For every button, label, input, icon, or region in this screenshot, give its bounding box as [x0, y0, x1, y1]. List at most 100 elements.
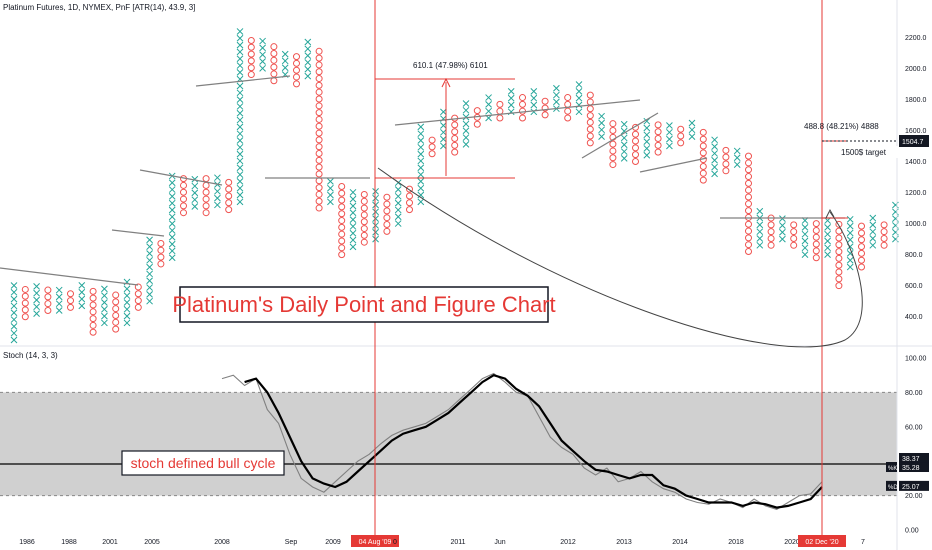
k-value-tag-key: %K	[888, 466, 897, 472]
o-mark	[880, 228, 888, 236]
pnf-column	[643, 117, 651, 159]
time-tick-label: 2005	[144, 539, 160, 546]
x-mark	[824, 237, 831, 245]
x-mark	[372, 228, 379, 236]
o-mark	[564, 100, 572, 108]
x-mark	[304, 72, 312, 80]
x-mark	[10, 309, 18, 317]
x-mark	[33, 296, 40, 304]
pnf-column	[383, 193, 391, 235]
o-mark	[564, 114, 572, 122]
x-mark	[349, 188, 357, 196]
x-mark	[462, 120, 470, 128]
pnf-column	[259, 37, 266, 72]
o-mark	[880, 221, 888, 229]
x-mark	[146, 256, 153, 264]
x-mark	[711, 156, 718, 164]
x-mark	[462, 127, 470, 135]
x-mark	[485, 107, 492, 115]
x-mark	[10, 288, 18, 296]
x-mark	[236, 55, 244, 63]
x-mark	[236, 48, 244, 56]
pnf-column	[146, 236, 153, 305]
o-mark	[225, 192, 233, 200]
x-mark	[236, 178, 244, 185]
x-mark	[575, 81, 583, 88]
target-label: 1500$ target	[841, 148, 887, 157]
pnf-column	[699, 128, 707, 184]
o-mark	[179, 195, 188, 203]
x-mark	[123, 285, 131, 293]
x-mark	[55, 300, 63, 308]
x-mark	[10, 302, 18, 310]
o-mark	[586, 91, 594, 99]
pnf-column	[112, 291, 120, 333]
pnf-column	[462, 100, 470, 148]
o-mark	[315, 156, 323, 164]
o-mark	[744, 173, 753, 181]
o-mark	[315, 88, 323, 96]
o-mark	[654, 128, 662, 136]
x-mark	[236, 62, 244, 69]
o-mark	[89, 294, 97, 302]
o-mark	[812, 220, 820, 228]
x-mark	[462, 141, 470, 148]
o-mark	[518, 114, 527, 122]
x-mark	[824, 251, 831, 258]
pnf-column	[78, 282, 86, 310]
pnf-column	[292, 53, 301, 88]
trendline	[394, 99, 641, 126]
x-mark	[146, 297, 153, 305]
price-tick-label: 2200.0	[905, 35, 927, 42]
o-mark	[405, 199, 414, 207]
pnf-column	[744, 152, 753, 256]
o-mark	[631, 151, 640, 159]
pnf-column	[779, 215, 786, 243]
pnf-column	[123, 278, 131, 327]
d-value-tag-key: %D	[888, 485, 898, 491]
o-mark	[677, 139, 685, 147]
o-mark	[496, 114, 504, 122]
x-mark	[869, 241, 877, 249]
x-mark	[756, 207, 764, 215]
trendline	[195, 75, 291, 87]
x-mark	[236, 150, 244, 158]
time-tick-label: 1988	[61, 539, 77, 546]
o-mark	[315, 197, 323, 205]
x-mark	[236, 82, 244, 90]
time-tick-label: 2020	[784, 539, 800, 546]
o-mark	[338, 244, 346, 252]
x-mark	[779, 235, 786, 243]
annotation-overlays: 610.1 (47.98%) 6101 488.8 (48.21%) 4888 15…	[0, 0, 929, 538]
o-mark	[405, 185, 414, 193]
x-mark	[349, 243, 357, 251]
x-mark	[756, 221, 764, 229]
measure-tool-1	[375, 78, 515, 179]
x-mark	[259, 51, 266, 59]
x-mark	[417, 150, 425, 158]
pnf-column	[541, 97, 549, 119]
pnf-column	[157, 239, 165, 268]
pnf-column	[711, 136, 718, 178]
x-mark	[756, 228, 764, 236]
o-mark	[744, 186, 753, 194]
x-mark	[168, 240, 176, 248]
x-mark	[394, 206, 402, 214]
x-mark	[304, 45, 312, 53]
o-mark	[89, 308, 97, 316]
x-mark	[869, 235, 877, 242]
pnf-column	[440, 108, 447, 150]
price-tick-label: 800.0	[905, 252, 923, 259]
x-mark	[530, 87, 538, 95]
time-tick-label: 2014	[672, 539, 688, 546]
x-mark	[688, 119, 696, 127]
x-mark	[620, 120, 628, 128]
o-mark	[744, 248, 753, 256]
o-mark	[790, 221, 798, 229]
x-mark	[236, 116, 244, 124]
time-axis: 1986 1988 2001 2005 2008 Sep 2009 04 Aug '09 0 20…	[19, 535, 865, 547]
pnf-column	[168, 172, 176, 262]
bull-cycle-box	[121, 450, 285, 476]
stoch-tick-label: 0.00	[905, 528, 919, 535]
